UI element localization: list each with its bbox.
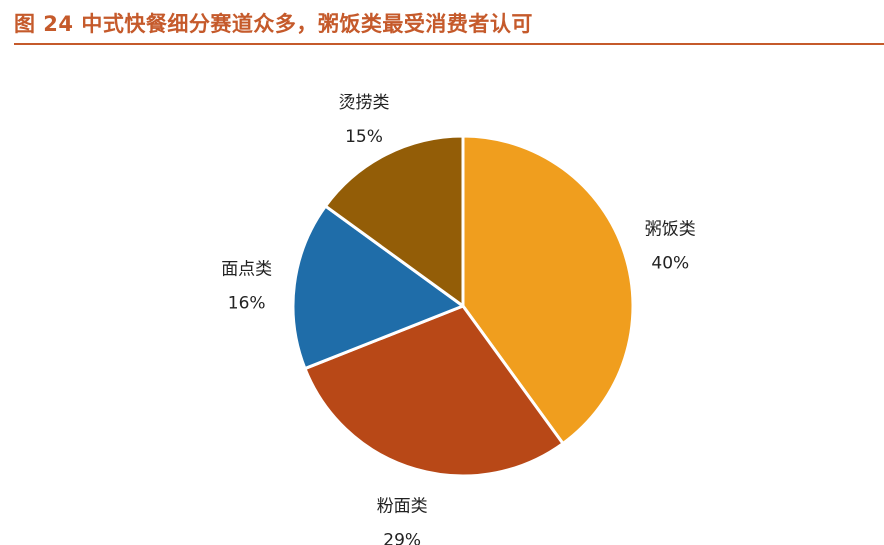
figure-title: 图 24 中式快餐细分赛道众多，粥饭类最受消费者认可: [14, 12, 533, 36]
pie-slice-1: [461, 134, 635, 446]
pie-slice-2: [303, 304, 565, 478]
slice-value-label: 29%: [383, 530, 421, 545]
pie-labels: 粥饭类 40% 粉面类 29% 面点类 16% 烫捞类 15%: [221, 93, 696, 545]
slice-name-label: 烫捞类: [339, 93, 390, 113]
slice-value-label: 15%: [345, 127, 383, 147]
pie-slice-3: [291, 204, 465, 371]
slice-name-label: 粉面类: [377, 496, 428, 516]
pie-slice-4: [323, 134, 465, 308]
slice-name-label: 粥饭类: [645, 220, 696, 240]
title-divider: [14, 43, 884, 45]
slice-name-label: 面点类: [221, 260, 272, 280]
pie-slices: [291, 134, 635, 478]
slice-value-label: 40%: [651, 254, 689, 274]
slice-value-label: 16%: [228, 294, 266, 314]
